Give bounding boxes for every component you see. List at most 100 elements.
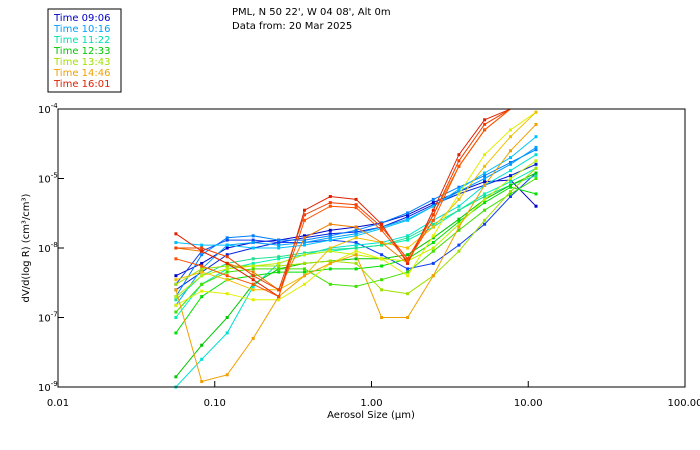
data-point	[457, 164, 461, 168]
y-tick-label: 10-8	[38, 241, 58, 255]
data-point	[380, 241, 384, 244]
x-tick-label: 0.01	[47, 398, 69, 409]
data-point	[174, 375, 178, 379]
data-point	[457, 217, 461, 221]
series-12:33c	[174, 177, 538, 314]
y-axis: 10-4 10-5 10-8 10-7 10-9	[38, 102, 64, 394]
data-point	[483, 171, 487, 175]
data-point	[251, 298, 255, 302]
legend-item: Time 13:43	[53, 57, 110, 68]
data-point	[303, 270, 306, 274]
data-point	[328, 236, 332, 240]
data-point	[251, 336, 255, 340]
data-point	[457, 153, 461, 157]
data-point	[534, 162, 538, 166]
data-point	[534, 145, 538, 149]
data-point	[303, 241, 306, 244]
data-point	[457, 185, 461, 189]
data-point	[534, 171, 538, 175]
data-point	[251, 282, 255, 286]
data-point	[380, 264, 384, 268]
data-point	[431, 246, 435, 250]
data-point	[251, 267, 255, 271]
data-point	[534, 110, 538, 114]
data-point	[431, 204, 435, 208]
data-point	[509, 169, 512, 173]
data-point	[328, 201, 332, 205]
y-tick-label: 10-5	[38, 172, 58, 186]
data-point	[380, 257, 384, 261]
data-point	[251, 284, 255, 288]
data-point	[457, 190, 461, 193]
data-point	[328, 246, 332, 250]
data-point	[406, 246, 410, 250]
data-point	[431, 249, 435, 253]
data-point	[328, 232, 332, 236]
series-14:46b	[174, 122, 538, 383]
data-point	[174, 282, 178, 286]
data-point	[200, 249, 204, 253]
data-point	[354, 241, 358, 244]
legend-item: Time 14:46	[53, 68, 110, 79]
data-point	[303, 208, 306, 212]
data-point	[509, 162, 512, 166]
data-point	[200, 295, 204, 299]
data-point	[509, 192, 512, 196]
data-point	[457, 187, 461, 191]
data-point	[483, 180, 487, 184]
series-16:01c	[174, 108, 536, 299]
data-point	[200, 246, 204, 250]
data-point	[354, 257, 358, 261]
data-point	[277, 255, 281, 259]
y-axis-label: dV/d(log R) (cm³/cm³)	[21, 193, 32, 302]
data-point	[200, 357, 204, 361]
series-line	[175, 124, 537, 383]
data-point	[328, 261, 332, 265]
data-point	[174, 331, 178, 335]
data-point	[174, 257, 178, 261]
data-point	[483, 218, 487, 222]
data-point	[483, 201, 487, 205]
x-axis-label: Aerosol Size (µm)	[327, 410, 415, 421]
data-point	[225, 267, 229, 271]
data-point	[354, 230, 358, 234]
data-point	[483, 197, 487, 201]
data-point	[509, 128, 512, 132]
data-point	[200, 253, 204, 257]
data-point	[534, 174, 538, 178]
data-point	[431, 261, 435, 265]
data-point	[406, 215, 410, 219]
data-point	[483, 164, 487, 168]
data-point	[174, 232, 178, 236]
data-point	[483, 192, 487, 196]
series-11:22c	[174, 174, 538, 302]
data-point	[277, 243, 281, 247]
data-point	[509, 183, 512, 187]
data-point	[277, 241, 281, 244]
data-point	[354, 267, 358, 271]
data-point	[200, 274, 204, 278]
data-point	[303, 253, 306, 257]
data-point	[431, 274, 435, 278]
data-point	[534, 122, 538, 126]
data-point	[406, 211, 410, 215]
data-point	[534, 148, 538, 152]
data-point	[174, 278, 178, 282]
data-point	[277, 288, 281, 292]
data-point	[509, 174, 512, 178]
data-point	[406, 253, 410, 257]
data-point	[277, 246, 281, 250]
series-12:33a	[174, 171, 538, 379]
data-point	[509, 156, 512, 160]
legend-item: Time 09:06	[53, 13, 110, 24]
data-point	[431, 218, 435, 222]
data-point	[303, 267, 306, 271]
data-point	[483, 128, 487, 132]
data-point	[328, 259, 332, 263]
data-point	[406, 234, 410, 238]
data-point	[406, 218, 410, 222]
data-point	[303, 236, 306, 240]
data-point	[354, 236, 358, 240]
data-point	[174, 295, 178, 299]
